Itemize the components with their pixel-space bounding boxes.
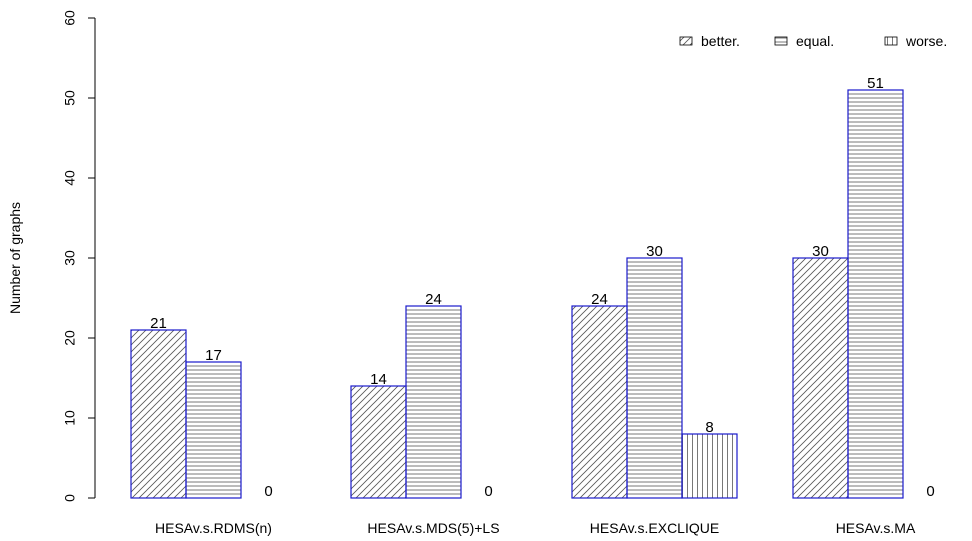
legend-label: better. <box>701 33 740 49</box>
y-tick-label: 50 <box>62 90 78 106</box>
bar-value-label: 30 <box>646 243 663 260</box>
bar-diagonal <box>350 385 407 499</box>
y-tick-label: 30 <box>62 250 78 266</box>
bar-value-label: 17 <box>205 347 222 364</box>
x-tick-label: HESAv.s.EXCLIQUE <box>590 520 719 536</box>
bar-value-label: 8 <box>705 419 713 436</box>
legend-label: equal. <box>796 33 834 49</box>
x-axis-tick-labels: HESAv.s.RDMS(n) HESAv.s.MDS(5)+LS HESAv.s.… <box>155 520 916 536</box>
legend-swatch-vertical <box>884 36 898 46</box>
y-tick-label: 40 <box>62 170 78 186</box>
y-axis-label: Number of graphs <box>7 202 23 314</box>
x-tick-label: HESAv.s.RDMS(n) <box>155 520 272 536</box>
legend-swatch-horizontal <box>774 36 788 46</box>
bar-vertical <box>681 433 738 499</box>
legend-label: worse. <box>905 33 947 49</box>
bar-horizontal <box>847 89 904 499</box>
x-tick-label: HESAv.s.MDS(5)+LS <box>367 520 499 536</box>
bar-value-label: 0 <box>484 483 492 500</box>
bar-value-label: 30 <box>812 243 829 260</box>
x-tick-label: HESAv.s.MA <box>836 520 916 536</box>
bar-value-label: 0 <box>926 483 934 500</box>
bar-diagonal <box>792 257 849 499</box>
bar-value-label: 0 <box>264 483 272 500</box>
legend: better. equal. worse. <box>679 33 947 49</box>
bar-value-label: 51 <box>867 75 884 92</box>
y-axis: 0 10 20 30 40 50 60 <box>62 10 96 502</box>
y-tick-label: 60 <box>62 10 78 26</box>
y-tick-label: 10 <box>62 410 78 426</box>
bar-diagonal <box>130 329 187 499</box>
bar-value-label: 24 <box>591 291 608 308</box>
y-tick-label: 20 <box>62 330 78 346</box>
legend-swatch-diagonal <box>679 36 693 46</box>
bar-horizontal <box>405 305 462 499</box>
bar-value-label: 14 <box>370 371 387 388</box>
bar-value-label: 21 <box>150 315 167 332</box>
y-tick-label: 0 <box>62 494 78 502</box>
bar-horizontal <box>626 257 683 499</box>
bars: 21 17 0 14 24 0 24 30 8 30 51 0 <box>130 75 935 500</box>
bar-horizontal <box>185 361 242 499</box>
bar-diagonal <box>571 305 628 499</box>
bar-value-label: 24 <box>425 291 442 308</box>
